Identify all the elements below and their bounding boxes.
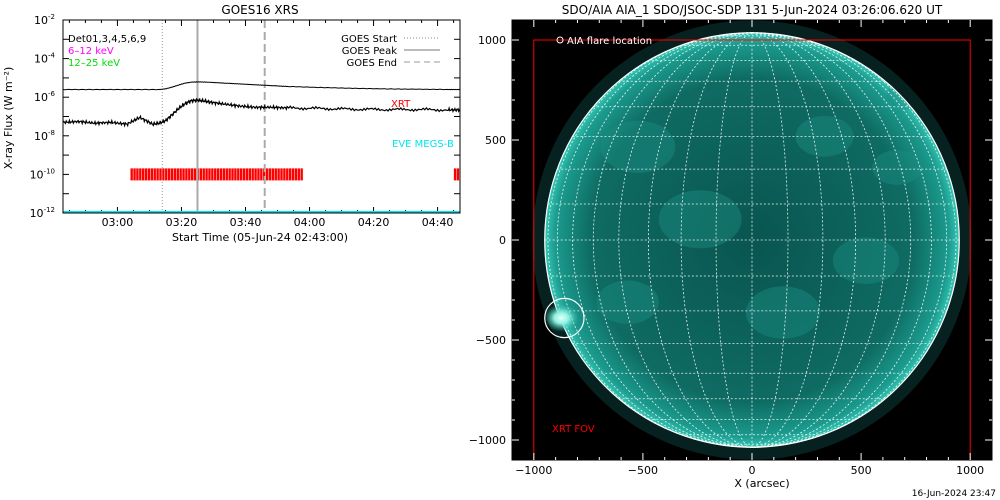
y-tick-label: 10-12: [30, 206, 55, 220]
aia-x-tick-label: 0: [749, 464, 756, 477]
x-tick-label: 04:00: [294, 216, 326, 229]
flux-series-line: [63, 81, 460, 91]
aia-y-tick-label: 1000: [478, 34, 506, 47]
goes-x-axis: 03:00 03:20 03:40 04:00 04:20 04:40: [68, 20, 455, 229]
aia-y-tick-label: 0: [499, 234, 506, 247]
longitude-line: [715, 32, 753, 448]
heliographic-grid: [544, 32, 960, 448]
longitude-line: [751, 32, 886, 448]
detector-label: Det01,3,4,5,6,9: [68, 34, 146, 45]
longitude-line: [618, 32, 753, 448]
goes-y-axis: 10-2 10-4 10-6 10-8 10-10 10-12: [30, 13, 460, 220]
limb-outline: [544, 32, 960, 448]
xrt-annotation: XRT: [391, 99, 411, 110]
y-tick-label: 10-4: [34, 52, 56, 66]
longitude-line: [680, 32, 753, 448]
longitude-line: [572, 32, 753, 448]
active-region: [745, 286, 821, 339]
event-lines: [161, 20, 266, 213]
flux-series-line: [63, 97, 460, 128]
goes-plot-frame: [62, 19, 461, 214]
y-tick-label: 10-8: [34, 129, 55, 143]
energy-label-12-25: 12–25 keV: [68, 58, 120, 69]
active-region: [596, 280, 659, 324]
goes-legend: GOES Start GOES Peak GOES End: [341, 34, 440, 69]
aia-axes: −1000 −500 0 500 1000 1000 500 0 −500 −1000: [469, 20, 992, 477]
aia-legend-text: AIA flare location: [567, 36, 652, 47]
legend-goes-start: GOES Start: [341, 34, 397, 45]
legend-goes-end: GOES End: [347, 58, 397, 69]
y-tick-label: 10-6: [34, 90, 56, 104]
xrt-observation-bars: [129, 168, 460, 181]
active-region: [872, 150, 922, 185]
x-tick-label: 04:40: [422, 216, 454, 229]
y-tick-label: 10-2: [34, 13, 55, 27]
active-region: [658, 190, 742, 249]
aia-x-tick-label: 1000: [956, 464, 984, 477]
aia-y-tick-label: −500: [476, 334, 506, 347]
longitude-line: [751, 32, 947, 448]
y-tick-label: 10-10: [30, 167, 55, 181]
footer-timestamp: 16-Jun-2024 23:47: [912, 489, 996, 499]
longitude-line: [557, 32, 753, 448]
aia-sun-image: [532, 20, 972, 461]
aia-y-tick-label: −1000: [469, 434, 506, 447]
active-region: [600, 120, 676, 173]
aia-y-tick-label: 500: [485, 134, 506, 147]
flare-bright-region: [543, 304, 580, 332]
xrt-fov-label: XRT FOV: [552, 424, 595, 435]
x-tick-label: 04:20: [358, 216, 390, 229]
flare-location-circle: [544, 297, 585, 339]
x-tick-label: 03:20: [166, 216, 198, 229]
aia-title: SDO/AIA AIA_1 SDO/JSOC-SDP 131 5-Jun-202…: [562, 3, 943, 17]
legend-goes-peak: GOES Peak: [342, 46, 397, 57]
aia-x-tick-label: 500: [851, 464, 872, 477]
longitude-line: [751, 32, 789, 448]
active-region: [832, 237, 900, 284]
longitude-line: [751, 32, 824, 448]
energy-label-6-12: 6–12 keV: [68, 46, 114, 57]
aia-image-panel: SDO/AIA AIA_1 SDO/JSOC-SDP 131 5-Jun-202…: [469, 3, 993, 490]
flux-series: [63, 81, 460, 128]
goes-chart: GOES16 XRS 10-2 10-4 10-6 10-8 10-10 10-12 03…: [2, 3, 461, 244]
longitude-line: [751, 32, 911, 448]
goes-chart-title: GOES16 XRS: [221, 3, 298, 17]
x-tick-label: 03:00: [102, 216, 134, 229]
eve-annotation: EVE MEGS-B: [392, 139, 454, 150]
xrt-bar: [453, 168, 460, 181]
longitude-line: [751, 32, 932, 448]
longitude-line: [593, 32, 753, 448]
goes-x-axis-label: Start Time (05-Jun-24 02:43:00): [172, 231, 348, 244]
solar-disk: [544, 32, 960, 448]
goes-y-axis-label: X-ray Flux (W m⁻²): [2, 67, 15, 169]
aia-x-tick-label: −1000: [515, 464, 552, 477]
aia-x-axis-label: X (arcsec): [734, 477, 789, 490]
x-tick-label: 03:40: [230, 216, 262, 229]
legend-circle-icon: [556, 36, 564, 44]
aia-x-tick-label: −500: [628, 464, 658, 477]
